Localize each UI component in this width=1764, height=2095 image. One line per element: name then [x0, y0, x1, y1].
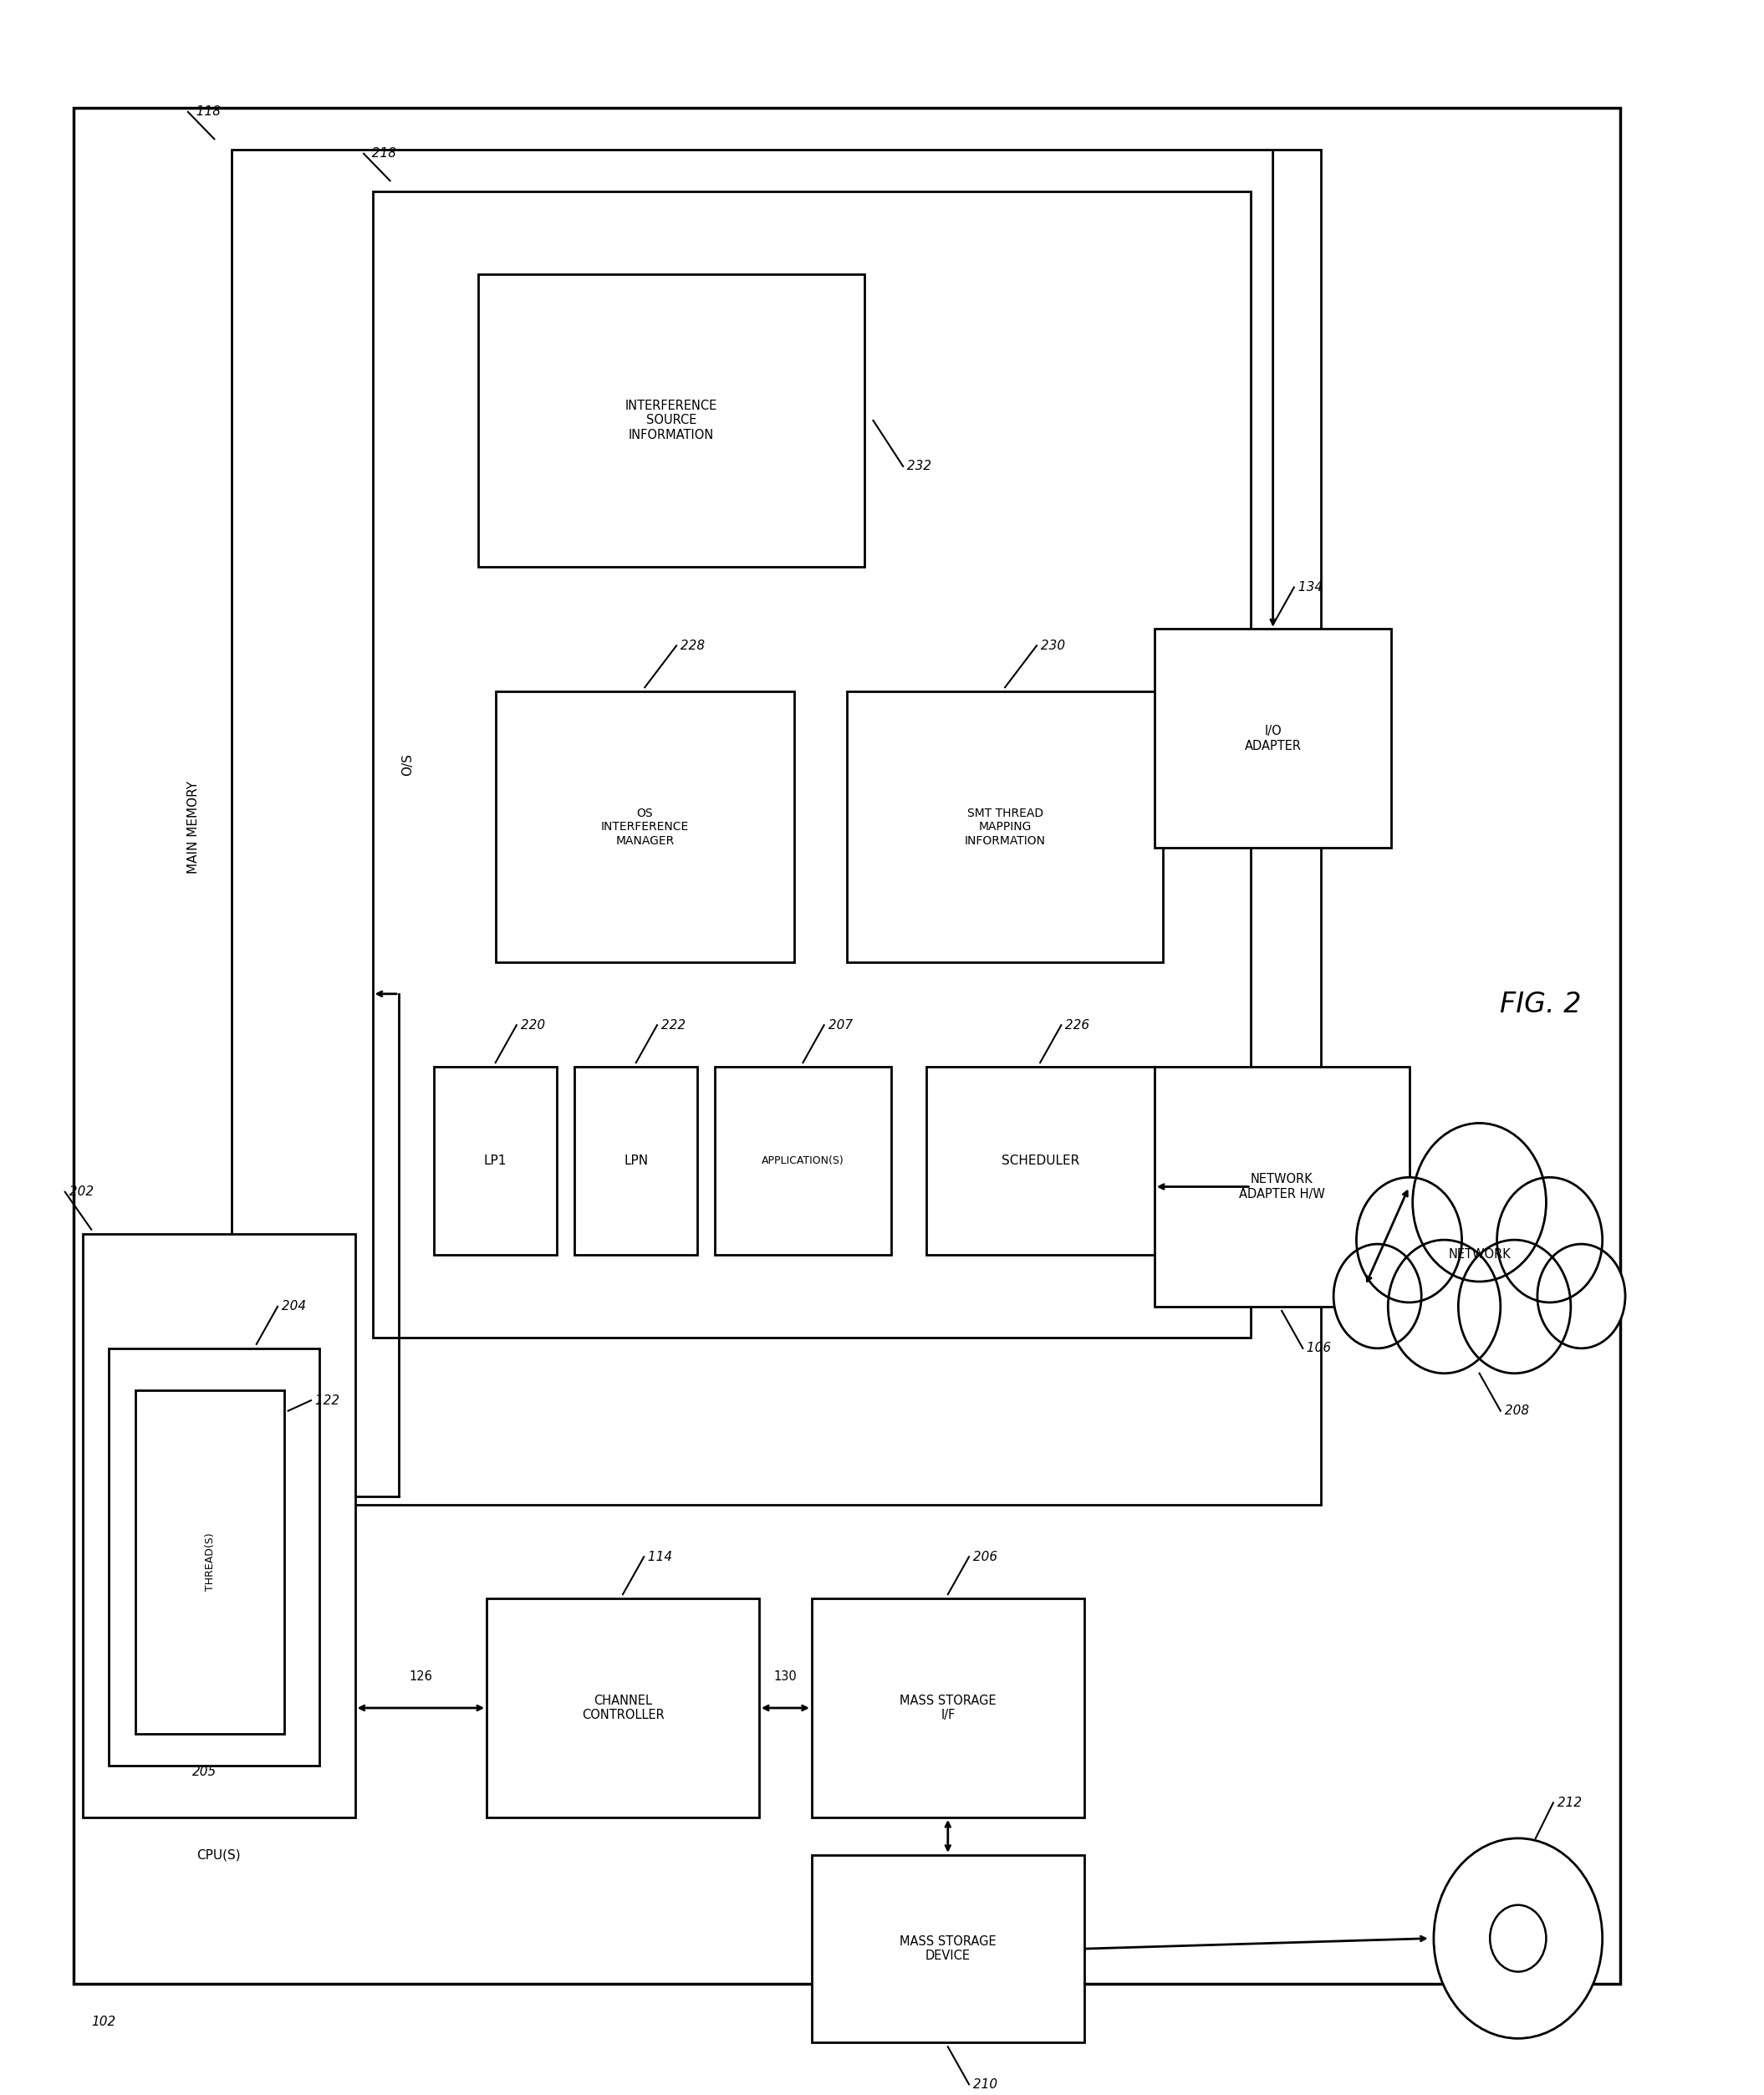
Circle shape — [1538, 1244, 1625, 1349]
Text: 102: 102 — [92, 2015, 116, 2028]
Text: INTERFERENCE
SOURCE
INFORMATION: INTERFERENCE SOURCE INFORMATION — [624, 400, 718, 442]
FancyBboxPatch shape — [1154, 628, 1392, 848]
Text: MASS STORAGE
I/F: MASS STORAGE I/F — [900, 1695, 997, 1722]
FancyBboxPatch shape — [496, 691, 794, 962]
FancyBboxPatch shape — [478, 274, 864, 566]
Text: 212: 212 — [1552, 1798, 1582, 1810]
Text: CPU(S): CPU(S) — [198, 1848, 240, 1860]
Text: 202: 202 — [65, 1186, 93, 1198]
Text: 232: 232 — [903, 461, 931, 473]
Text: NETWORK
ADAPTER H/W: NETWORK ADAPTER H/W — [1238, 1173, 1325, 1200]
Text: 230: 230 — [1037, 639, 1065, 652]
FancyBboxPatch shape — [231, 149, 1321, 1504]
Text: LPN: LPN — [624, 1154, 647, 1167]
Text: 126: 126 — [409, 1670, 432, 1682]
Text: THREAD(S): THREAD(S) — [205, 1534, 215, 1590]
Text: CHANNEL
CONTROLLER: CHANNEL CONTROLLER — [582, 1695, 663, 1722]
FancyBboxPatch shape — [714, 1066, 891, 1255]
Text: O/S: O/S — [402, 754, 415, 775]
Text: 226: 226 — [1062, 1018, 1090, 1031]
Text: MAIN MEMORY: MAIN MEMORY — [187, 781, 199, 874]
FancyBboxPatch shape — [811, 1598, 1085, 1818]
FancyBboxPatch shape — [926, 1066, 1154, 1255]
FancyBboxPatch shape — [811, 1854, 1085, 2043]
FancyBboxPatch shape — [83, 1234, 355, 1818]
Text: 205: 205 — [192, 1766, 217, 1779]
Text: 114: 114 — [644, 1550, 672, 1563]
FancyBboxPatch shape — [372, 191, 1251, 1339]
Text: MASS STORAGE
DEVICE: MASS STORAGE DEVICE — [900, 1936, 997, 1963]
Text: APPLICATION(S): APPLICATION(S) — [762, 1154, 845, 1167]
Text: I/O
ADAPTER: I/O ADAPTER — [1245, 725, 1302, 752]
Circle shape — [1388, 1240, 1501, 1374]
FancyBboxPatch shape — [487, 1598, 759, 1818]
FancyBboxPatch shape — [575, 1066, 697, 1255]
FancyBboxPatch shape — [434, 1066, 557, 1255]
Circle shape — [1357, 1177, 1462, 1303]
Text: 210: 210 — [968, 2078, 997, 2091]
Text: FIG. 2: FIG. 2 — [1499, 991, 1582, 1018]
Text: 207: 207 — [824, 1018, 852, 1031]
Text: 106: 106 — [1304, 1343, 1332, 1355]
Text: 134: 134 — [1295, 580, 1323, 593]
Text: 228: 228 — [676, 639, 706, 652]
Text: 204: 204 — [277, 1301, 307, 1314]
Text: 220: 220 — [517, 1018, 545, 1031]
FancyBboxPatch shape — [109, 1349, 319, 1766]
FancyBboxPatch shape — [1154, 1066, 1409, 1307]
FancyBboxPatch shape — [847, 691, 1162, 962]
Circle shape — [1334, 1244, 1422, 1349]
Text: SCHEDULER: SCHEDULER — [1002, 1154, 1080, 1167]
FancyBboxPatch shape — [136, 1389, 284, 1735]
Text: OS
INTERFERENCE
MANAGER: OS INTERFERENCE MANAGER — [602, 809, 688, 846]
Circle shape — [1434, 1837, 1602, 2038]
Text: NETWORK: NETWORK — [1448, 1249, 1510, 1261]
Circle shape — [1498, 1177, 1602, 1303]
Text: SMT THREAD
MAPPING
INFORMATION: SMT THREAD MAPPING INFORMATION — [965, 809, 1046, 846]
Circle shape — [1413, 1123, 1547, 1282]
Text: 218: 218 — [363, 147, 397, 159]
Text: 222: 222 — [658, 1018, 686, 1031]
Circle shape — [1491, 1904, 1547, 1971]
Text: 118: 118 — [189, 105, 220, 117]
Text: 208: 208 — [1501, 1404, 1529, 1416]
Text: 206: 206 — [968, 1550, 997, 1563]
Circle shape — [1459, 1240, 1570, 1374]
Text: 122: 122 — [310, 1393, 339, 1406]
FancyBboxPatch shape — [74, 107, 1619, 1984]
Text: 130: 130 — [774, 1670, 797, 1682]
Text: LP1: LP1 — [483, 1154, 506, 1167]
